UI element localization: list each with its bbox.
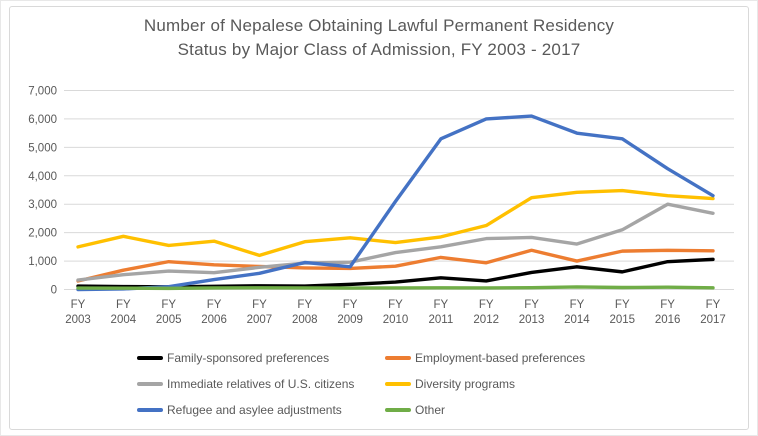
x-tick-label: FY 2013 [519,299,545,326]
x-tick-label: FY 2004 [111,299,137,326]
x-tick-label: FY 2006 [201,299,227,326]
x-tick-label: FY 2008 [292,299,318,326]
x-tick-label: FY 2011 [428,299,453,326]
x-tick-label: FY 2003 [65,299,91,326]
legend-swatch-icon [137,408,163,412]
y-tick-label: 1,000 [28,256,57,268]
series-line-employment-based-preferences [76,248,715,283]
x-tick-label: FY 2005 [156,299,182,326]
y-tick-label: 2,000 [28,228,57,240]
legend-label: Refugee and asylee adjustments [167,403,342,417]
series-line-immediate-relatives-of-u-s-citizens [76,202,715,282]
series-line-diversity-programs [76,188,715,258]
series-line-other [76,285,715,291]
y-tick-label: 7,000 [28,86,57,98]
legend-swatch-icon [137,356,163,360]
x-tick-label: FY 2012 [473,299,499,326]
legend-swatch-icon [385,382,411,386]
legend-label: Other [415,403,446,417]
x-tick-label: FY 2009 [337,299,363,326]
x-tick-label: FY 2007 [247,299,273,326]
x-tick-label: FY 2010 [383,299,409,326]
y-tick-label: 5,000 [28,142,57,154]
chart-title-line2: Status by Major Class of Admission, FY 2… [177,40,581,59]
x-tick-label: FY 2016 [655,299,681,326]
y-tick-label: 3,000 [28,199,57,211]
series-line-refugee-and-asylee-adjustments [76,114,715,292]
chart-frame [9,6,749,430]
legend-label: Employment-based preferences [415,351,586,365]
y-tick-label: 4,000 [28,171,57,183]
legend-item-family-sponsored-preferences: Family-sponsored preferences [137,348,385,368]
legend-item-refugee-and-asylee-adjustments: Refugee and asylee adjustments [137,400,385,420]
x-tick-label: FY 2015 [609,299,635,326]
legend-swatch-icon [385,356,411,360]
y-tick-label: 0 [51,285,57,297]
legend-item-immediate-relatives-of-u-s-citizens: Immediate relatives of U.S. citizens [137,374,385,394]
legend-item-other: Other [385,400,585,420]
legend: Family-sponsored preferences Employment-b… [137,348,585,420]
legend-swatch-icon [137,382,163,386]
legend-item-employment-based-preferences: Employment-based preferences [385,348,585,368]
chart-title: Number of Nepalese Obtaining Lawful Perm… [31,14,727,62]
legend-label: Family-sponsored preferences [167,351,330,365]
legend-swatch-icon [385,408,411,412]
legend-item-diversity-programs: Diversity programs [385,374,585,394]
y-tick-label: 6,000 [28,114,57,126]
x-tick-label: FY 2017 [700,299,726,326]
chart-title-line1: Number of Nepalese Obtaining Lawful Perm… [143,16,615,35]
legend-label: Diversity programs [415,377,516,391]
x-tick-label: FY 2014 [564,299,590,326]
legend-label: Immediate relatives of U.S. citizens [167,377,355,391]
